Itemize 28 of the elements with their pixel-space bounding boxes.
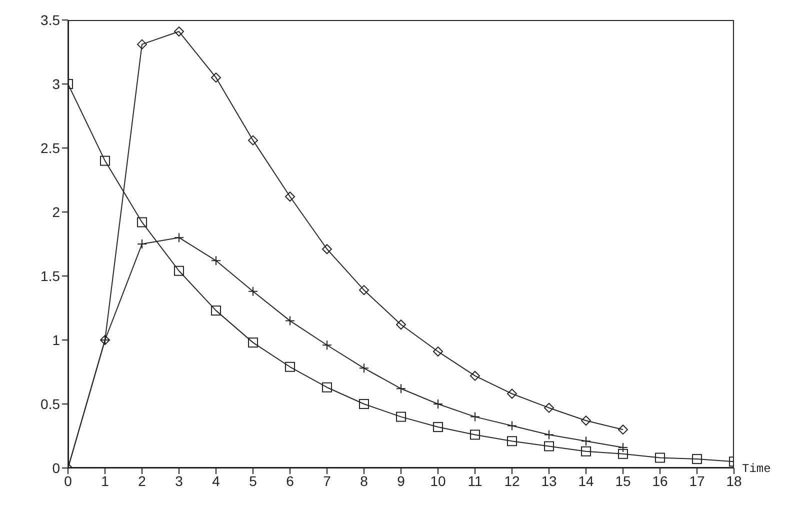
x-tick-label: 15 (615, 472, 631, 489)
x-tick-label: 17 (689, 472, 705, 489)
x-tick-label: 16 (652, 472, 668, 489)
x-tick-label: 5 (249, 472, 258, 489)
y-tick-label: 0.5 (40, 396, 60, 412)
x-tick-label: 1 (101, 472, 110, 489)
y-tick-label: 1.5 (40, 268, 60, 284)
x-tick-label: 8 (360, 472, 368, 489)
y-tick-label: 2 (52, 204, 60, 220)
x-tick-label: 7 (323, 472, 332, 489)
x-tick-label: 9 (397, 472, 406, 489)
x-tick-label: 12 (504, 472, 520, 489)
y-tick-label: 1 (52, 332, 60, 348)
x-tick-label: 18 (726, 472, 742, 489)
x-tick-label: 11 (468, 472, 482, 489)
x-tick-label: 14 (578, 472, 594, 489)
y-tick-label: 3.5 (40, 12, 60, 28)
y-tick-label: 0 (52, 460, 60, 476)
x-tick-label: 4 (212, 472, 220, 489)
x-tick-label: 13 (541, 472, 557, 489)
y-tick-label: 3 (52, 76, 60, 92)
x-axis-title: Time (742, 462, 771, 476)
y-tick-label: 2.5 (40, 140, 60, 156)
x-tick-label: 3 (175, 472, 184, 489)
x-tick-label: 2 (138, 472, 146, 489)
x-tick-label: 6 (286, 472, 294, 489)
x-tick-label: 0 (64, 472, 72, 489)
x-tick-label: 10 (430, 472, 446, 489)
